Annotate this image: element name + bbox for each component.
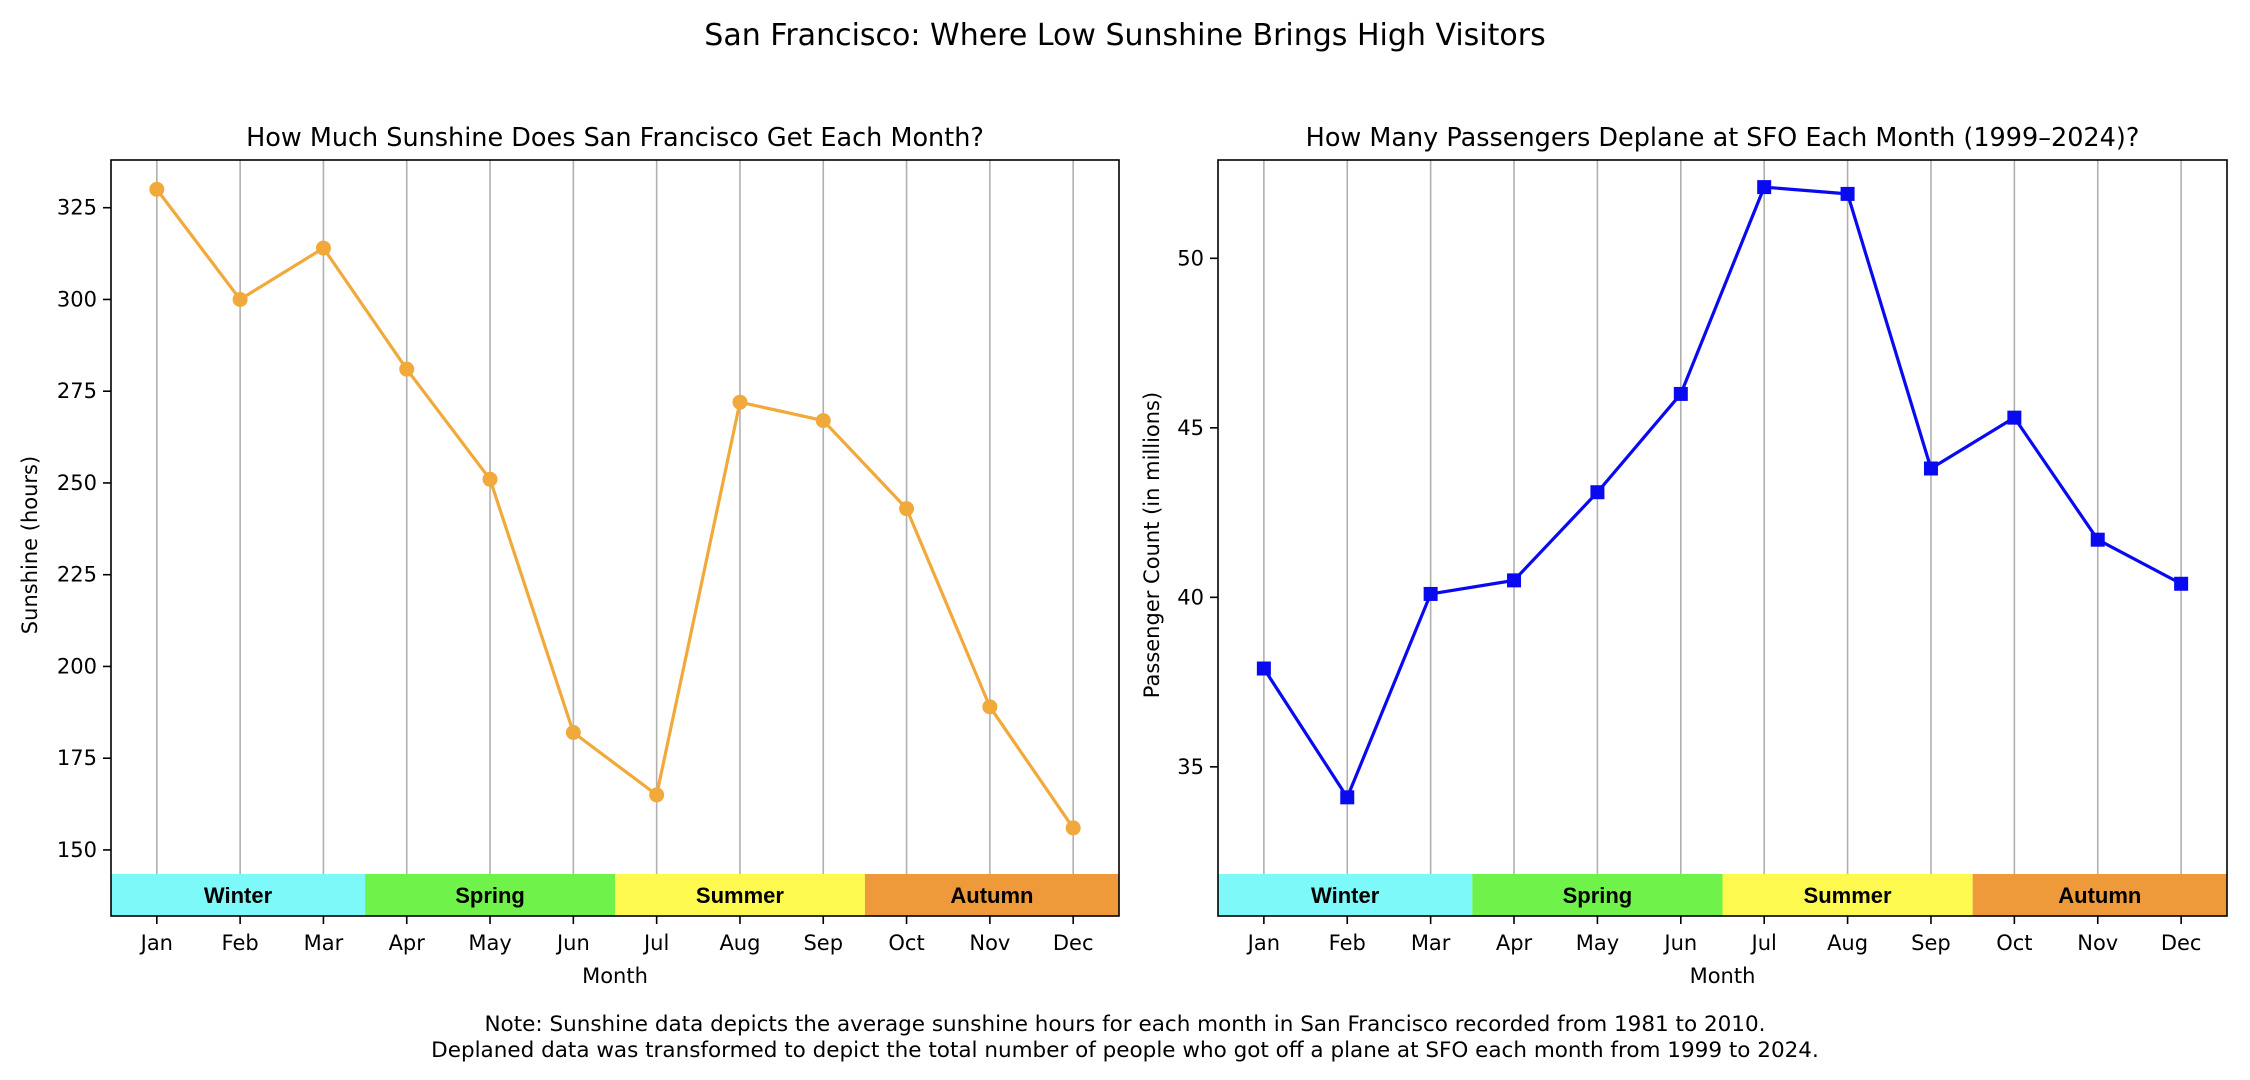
- y-tick-label: 50: [1177, 246, 1204, 270]
- x-axis-label: Month: [1690, 964, 1756, 988]
- note-line-2: Deplaned data was transformed to depict …: [431, 1038, 1819, 1063]
- data-point: [899, 501, 915, 517]
- data-point: [1256, 661, 1271, 676]
- season-label-winter: Winter: [204, 883, 273, 908]
- data-point: [399, 361, 415, 377]
- data-point: [1340, 790, 1355, 805]
- x-tick-label: Jul: [642, 931, 669, 955]
- data-point: [2007, 410, 2022, 425]
- x-tick-label: May: [468, 931, 511, 955]
- season-label-autumn: Autumn: [2058, 883, 2141, 908]
- data-point: [315, 240, 331, 256]
- season-label-winter: Winter: [1311, 883, 1380, 908]
- x-tick-label: Nov: [969, 931, 1010, 955]
- y-tick-label: 250: [57, 471, 97, 495]
- chart-title: How Much Sunshine Does San Francisco Get…: [246, 123, 984, 153]
- data-point: [815, 413, 831, 429]
- x-tick-label: Dec: [2161, 931, 2202, 955]
- y-axis-label: Sunshine (hours): [18, 456, 42, 634]
- y-axis-label: Passenger Count (in millions): [1140, 392, 1164, 698]
- x-tick-label: Jun: [555, 931, 590, 955]
- data-point: [1757, 180, 1772, 195]
- season-band-autumn: [864, 874, 1119, 916]
- data-point: [1840, 186, 1855, 201]
- x-tick-label: Mar: [304, 931, 344, 955]
- note-line-1: Note: Sunshine data depicts the average …: [484, 1012, 1766, 1037]
- x-axis-label: Month: [582, 964, 648, 988]
- data-point: [982, 699, 998, 715]
- y-tick-label: 200: [57, 654, 97, 678]
- season-band-spring: [365, 874, 615, 916]
- data-point: [1590, 485, 1605, 500]
- data-point: [732, 394, 748, 410]
- data-point: [1065, 820, 1081, 836]
- season-band-spring: [1472, 874, 1723, 916]
- data-point: [2090, 532, 2105, 547]
- y-tick-label: 225: [57, 563, 97, 587]
- y-tick-label: 175: [57, 746, 97, 770]
- data-point: [1423, 586, 1438, 601]
- x-tick-label: Feb: [222, 931, 259, 955]
- plot-frame: [110, 159, 1120, 917]
- season-label-spring: Spring: [455, 883, 525, 908]
- x-tick-label: Dec: [1053, 931, 1094, 955]
- footnote: Note: Sunshine data depicts the average …: [0, 1012, 2250, 1064]
- data-point: [565, 725, 581, 741]
- x-tick-label: Oct: [1996, 931, 2032, 955]
- x-tick-label: Sep: [1911, 931, 1951, 955]
- x-tick-label: Oct: [888, 931, 924, 955]
- series-line: [1262, 185, 2182, 799]
- x-tick-label: Jun: [1662, 931, 1697, 955]
- data-point: [2174, 576, 2189, 591]
- x-tick-label: Jul: [1750, 931, 1777, 955]
- series-line: [155, 188, 1075, 829]
- x-tick-label: Jan: [139, 931, 173, 955]
- season-band-winter: [1218, 874, 1473, 916]
- x-tick-label: Apr: [1496, 931, 1533, 955]
- y-tick-label: 45: [1177, 416, 1204, 440]
- x-tick-label: Apr: [389, 931, 426, 955]
- x-tick-label: Feb: [1329, 931, 1366, 955]
- y-tick-label: 150: [57, 838, 97, 862]
- chart-title: How Many Passengers Deplane at SFO Each …: [1306, 123, 2140, 153]
- season-band-autumn: [1972, 874, 2227, 916]
- x-tick-label: Aug: [719, 931, 760, 955]
- season-label-summer: Summer: [1804, 883, 1892, 908]
- season-label-spring: Spring: [1563, 883, 1633, 908]
- season-label-autumn: Autumn: [950, 883, 1033, 908]
- y-tick-label: 40: [1177, 585, 1204, 609]
- data-point: [1923, 461, 1938, 476]
- season-band-winter: [111, 874, 366, 916]
- data-point: [232, 291, 248, 307]
- season-label-summer: Summer: [696, 883, 784, 908]
- x-tick-label: Aug: [1827, 931, 1868, 955]
- season-band-summer: [615, 874, 865, 916]
- data-point: [649, 787, 665, 803]
- x-tick-label: Sep: [803, 931, 843, 955]
- x-tick-label: May: [1576, 931, 1619, 955]
- plot-frame: [1217, 159, 2228, 917]
- y-tick-label: 300: [57, 287, 97, 311]
- data-point: [1673, 386, 1688, 401]
- x-tick-label: Mar: [1411, 931, 1451, 955]
- data-point: [1507, 573, 1522, 588]
- data-point: [482, 471, 498, 487]
- y-tick-label: 275: [57, 379, 97, 403]
- y-tick-label: 35: [1177, 755, 1204, 779]
- data-point: [149, 181, 165, 197]
- x-tick-label: Jan: [1246, 931, 1280, 955]
- x-tick-label: Nov: [2077, 931, 2118, 955]
- y-tick-label: 325: [57, 196, 97, 220]
- figure-title: San Francisco: Where Low Sunshine Brings…: [704, 18, 1546, 53]
- season-band-summer: [1722, 874, 1973, 916]
